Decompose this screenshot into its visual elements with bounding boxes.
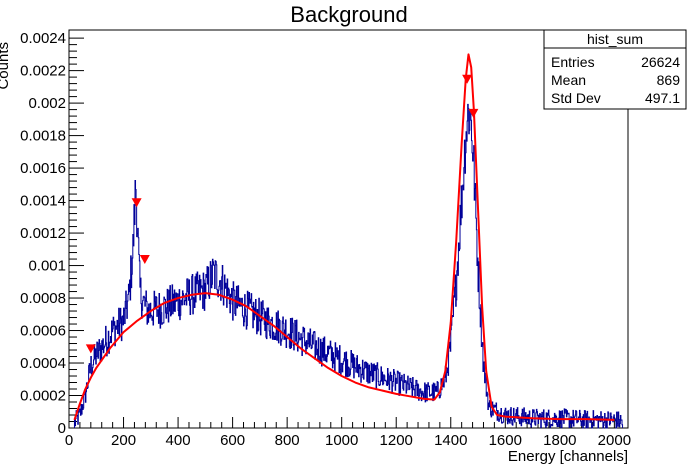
y-tick-label: 0.002 [28,95,66,112]
histogram [73,103,624,429]
y-tick-label: 0.001 [28,258,66,275]
stats-box: hist_sum Entries 26624 Mean 869 Std Dev … [543,29,687,110]
chart-title: Background [290,2,407,27]
y-tick-label: 0.0008 [20,290,66,307]
fit-curve [73,53,615,421]
x-axis-label: Energy [channels] [508,448,628,465]
fit-curve-group [73,53,615,421]
x-tick-label: 1400 [434,432,467,449]
stats-value-mean: 869 [657,72,681,88]
x-tick-label: 0 [65,432,73,449]
stats-value-stddev: 497.1 [645,90,680,106]
stats-title: hist_sum [587,31,643,47]
y-tick-label: 0.0002 [20,388,66,405]
x-tick-label: 200 [111,432,136,449]
peak-marker [131,198,142,208]
x-tick-label: 800 [275,432,300,449]
y-axis-label: Counts [0,42,12,90]
axis-frame [68,29,629,429]
x-tick-label: 400 [166,432,191,449]
ticks: 0 200 400 600 800 1000 1200 1400 1600 1800 2000 0 0.… [20,30,631,449]
x-tick-label: 2000 [598,432,631,449]
stats-value-entries: 26624 [641,54,680,70]
peak-marker [85,344,96,354]
y-tick-label: 0.0024 [20,30,66,47]
y-tick-label: 0.0006 [20,323,66,340]
x-tick-label: 1000 [325,432,358,449]
y-tick-label: 0.0018 [20,128,66,145]
y-tick-label: 0.0022 [20,63,66,80]
y-tick-label: 0.0012 [20,225,66,242]
stats-label-stddev: Std Dev [551,90,601,106]
peak-marker [468,108,479,118]
y-tick-label: 0 [58,420,66,437]
x-tick-label: 1600 [489,432,522,449]
x-tick-label: 1800 [543,432,576,449]
histogram-line [73,103,624,429]
x-tick-label: 1200 [380,432,413,449]
peak-marker [139,255,150,265]
y-tick-label: 0.0014 [20,193,66,210]
x-tick-label: 600 [220,432,245,449]
peak-marker [462,74,473,84]
stats-label-mean: Mean [551,72,586,88]
stats-label-entries: Entries [551,54,595,70]
y-tick-label: 0.0004 [20,355,66,372]
y-tick-label: 0.0016 [20,160,66,177]
peak-markers [85,74,479,354]
